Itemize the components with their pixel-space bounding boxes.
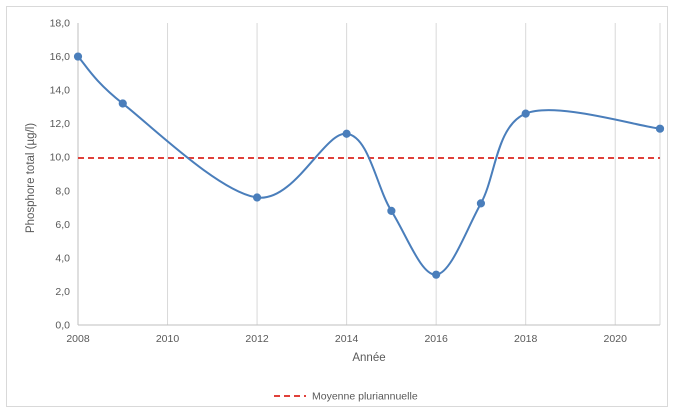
x-tick-label: 2016 (424, 333, 448, 345)
y-tick-label: 14,0 (50, 85, 71, 97)
x-tick-label: 2008 (66, 333, 90, 345)
y-tick-label: 18,0 (50, 18, 71, 30)
data-point-2014 (342, 129, 351, 138)
y-axis-title: Phosphore total (µg/l) (25, 123, 37, 233)
x-tick-labels: 2008 2010 2012 2014 2016 2018 2020 (66, 333, 627, 345)
y-tick-label: 4,0 (55, 252, 70, 264)
chart-frame (6, 6, 668, 407)
grid-lines (77, 23, 661, 325)
x-tick-label: 2014 (335, 333, 359, 345)
y-tick-label: 0,0 (55, 320, 70, 332)
data-point-2008 (73, 52, 83, 61)
y-tick-label: 6,0 (55, 219, 70, 231)
x-tick-label: 2010 (156, 333, 180, 345)
x-axis-title: Année (352, 352, 385, 364)
y-tick-labels: 0,0 2,0 4,0 6,0 8,0 10,0 12,0 14,0 16,0 18,0 (50, 18, 71, 332)
x-tick-label: 2018 (514, 333, 538, 345)
data-point-2015 (387, 206, 396, 216)
y-tick-label: 16,0 (50, 51, 71, 63)
y-tick-label: 2,0 (55, 286, 70, 298)
data-point-2016 (432, 270, 441, 279)
data-point-2018 (521, 109, 530, 118)
data-point-2021 (655, 124, 665, 133)
y-tick-label: 8,0 (55, 185, 70, 197)
data-point-2012 (252, 193, 262, 202)
x-tick-label: 2020 (604, 333, 628, 345)
series-group (73, 52, 665, 279)
y-tick-label: 12,0 (50, 118, 71, 130)
data-point-2009 (118, 99, 127, 108)
x-tick-label: 2012 (245, 333, 269, 345)
legend: Moyenne pluriannuelle (274, 391, 418, 403)
legend-label-moyenne: Moyenne pluriannuelle (312, 391, 418, 403)
y-tick-label: 10,0 (50, 152, 71, 164)
axes (77, 23, 660, 326)
data-point-2017 (476, 199, 486, 208)
